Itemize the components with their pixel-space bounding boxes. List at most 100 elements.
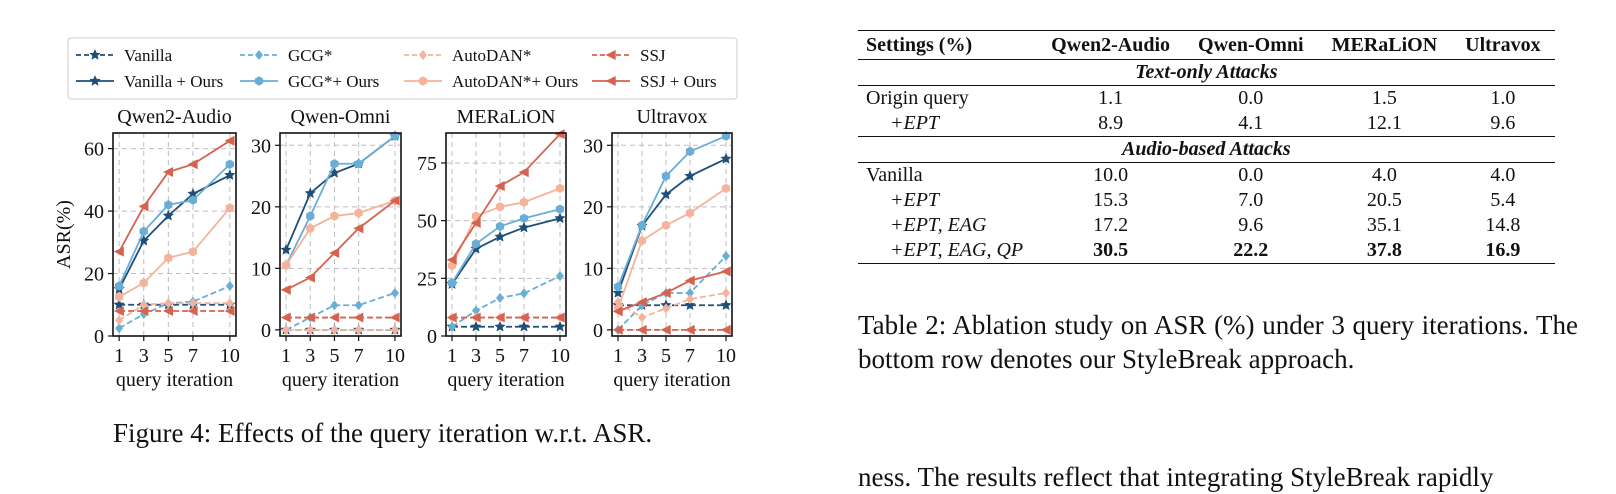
y-tick-label: 0 [593, 320, 603, 342]
header-ultravox: Ultravox [1451, 30, 1555, 60]
row-label: +EPT [890, 189, 940, 211]
series-line [451, 133, 561, 261]
data-point [685, 146, 695, 157]
data-point [660, 324, 671, 335]
chart-panel-4: 1 3 5 7 10 0 10 20 30 Ultravox query iteration [583, 106, 736, 391]
chart-panel-2: 1 3 5 7 10 0 10 20 30 Qwen-Omni query iteration [251, 106, 405, 391]
series-line [118, 174, 231, 290]
data-point [554, 312, 565, 323]
data-point [721, 287, 731, 298]
cell: 16.9 [1451, 238, 1555, 264]
x-axis-label: query iteration [116, 369, 233, 391]
legend-item: Vanilla + Ours [76, 72, 223, 91]
data-point [555, 183, 565, 194]
row-label: +EPT, EAG [890, 214, 987, 236]
data-point [353, 312, 364, 323]
group-row-audio: Audio-based Attacks [858, 136, 1555, 163]
data-point [354, 324, 363, 335]
legend-marker [254, 76, 264, 86]
data-point [164, 253, 173, 263]
figure-4: Vanilla Vanilla + Ours GCG* GCG*+ Ours AutoD… [53, 37, 738, 391]
group-label-audio: Audio-based Attacks [858, 136, 1555, 163]
x-axis-label: query iteration [613, 369, 730, 391]
legend-marker [605, 49, 616, 61]
data-point [188, 195, 198, 205]
y-tick-label: 0 [427, 326, 437, 348]
series-2 [113, 169, 236, 295]
data-point [661, 171, 671, 181]
data-point [163, 306, 174, 317]
data-point [225, 159, 234, 170]
series-7 [280, 312, 400, 323]
data-point [389, 195, 400, 206]
header-meralion: MERaLiON [1317, 30, 1452, 60]
data-point [224, 135, 235, 146]
data-point [554, 320, 566, 332]
data-point [306, 324, 315, 335]
x-tick-label: 1 [114, 345, 124, 367]
series-line [617, 255, 727, 331]
cell: 1.1 [1037, 85, 1185, 111]
data-point [188, 298, 197, 309]
series-6 [447, 183, 565, 271]
header-qwen2-audio: Qwen2-Audio [1037, 30, 1185, 60]
data-point [354, 208, 363, 218]
series-3 [613, 251, 731, 335]
data-point [612, 324, 623, 335]
data-point [225, 281, 234, 292]
x-tick-label: 10 [220, 345, 240, 367]
chart-title: Qwen-Omni [291, 106, 391, 128]
table-row: Vanilla 10.0 0.0 4.0 4.0 [858, 162, 1555, 188]
data-point [113, 298, 125, 310]
cell: 1.5 [1317, 85, 1452, 111]
series-1 [446, 320, 566, 332]
series-8 [446, 129, 565, 265]
legend-label: Vanilla [124, 46, 173, 65]
data-point [519, 213, 529, 224]
series-1 [113, 298, 236, 310]
data-point [636, 297, 647, 308]
series-2 [612, 152, 732, 298]
x-tick-label: 3 [637, 345, 647, 367]
y-tick-label: 60 [84, 139, 104, 161]
data-point [684, 299, 696, 311]
legend-label: GCG*+ Ours [288, 72, 379, 91]
data-point [660, 188, 672, 200]
axes-frame [279, 132, 402, 337]
y-tick-label: 50 [417, 211, 437, 233]
data-point [390, 287, 399, 298]
cell: 4.1 [1238, 112, 1264, 134]
cell: 0.0 [1184, 85, 1318, 111]
x-tick-label: 7 [354, 345, 364, 367]
data-point [495, 202, 505, 212]
cell: 8.9 [1098, 112, 1124, 134]
header-qwen-omni: Qwen-Omni [1184, 30, 1318, 60]
data-point [306, 211, 315, 221]
row-label: +EPT [890, 112, 940, 134]
data-point [446, 254, 457, 265]
series-3 [282, 287, 399, 335]
chart-title: MERaLiON [457, 106, 556, 128]
chart-title: Qwen2-Audio [117, 106, 231, 128]
legend-label: SSJ + Ours [640, 72, 717, 91]
table-row: +EPT 15.3 7.0 20.5 5.4 [858, 188, 1555, 213]
series-8 [113, 135, 235, 257]
legend-item: Vanilla [76, 46, 173, 65]
data-point [304, 272, 315, 283]
series-1 [612, 299, 732, 311]
data-point [354, 300, 363, 311]
data-point [612, 286, 624, 298]
x-tick-label: 5 [329, 345, 339, 367]
series-line [451, 275, 561, 328]
legend-marker [89, 74, 101, 86]
x-axis-label: query iteration [282, 369, 399, 391]
data-point [446, 312, 457, 323]
data-point [612, 306, 623, 317]
x-tick-label: 10 [385, 345, 405, 367]
cell: 30.5 [1037, 238, 1185, 264]
legend-marker [89, 48, 101, 60]
data-point [518, 221, 530, 233]
x-tick-label: 3 [305, 345, 315, 367]
cell: 22.2 [1184, 238, 1318, 264]
data-point [330, 211, 339, 221]
